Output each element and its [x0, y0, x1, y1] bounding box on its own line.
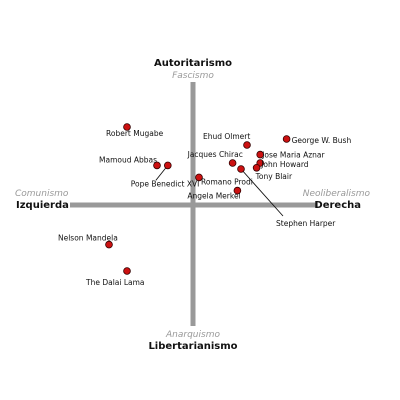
data-point-jose-maria-aznar	[256, 150, 265, 159]
point-label-the-dalai-lama: The Dalai Lama	[85, 278, 145, 287]
data-point-robert-mugabe	[123, 123, 131, 131]
point-label-pope-benedict-xvi: Pope Benedict XVI	[131, 179, 200, 188]
point-label-tony-blair: Tony Blair	[255, 172, 293, 181]
point-label-nelson-mandela: Nelson Mandela	[58, 234, 118, 243]
data-point-romano-prodi	[195, 173, 203, 182]
axis-sublabel-top: Fascismo	[172, 71, 214, 81]
axes	[70, 82, 318, 326]
data-point-angela-merkel	[233, 186, 242, 195]
point-label-jacques-chirac: Jacques Chirac	[187, 150, 243, 159]
data-point-the-dalai-lama	[123, 267, 131, 275]
axis-sublabel-right: Neoliberalismo	[303, 189, 371, 199]
data-point-tony-blair	[252, 164, 261, 172]
point-label-jose-maria-aznar: Jose Maria Aznar	[261, 151, 325, 160]
point-label-romano-prodi: Romano Prodi	[201, 177, 253, 186]
point-label-angela-merkel: Angela Merkel	[187, 192, 240, 201]
point-labels: Robert Mugabe Mamoud Abbas Pope Benedict X…	[58, 129, 351, 287]
leader-line-stephen-harper	[240, 168, 284, 217]
axis-label-right: Derecha	[314, 200, 361, 211]
data-point-pope-benedict-xvi	[164, 161, 172, 170]
axis-label-left: Izquierda	[16, 200, 69, 211]
point-label-john-howard: John Howard	[260, 160, 309, 169]
axis-label-bottom: Libertarianismo	[148, 341, 237, 352]
data-point-stephen-harper	[237, 165, 245, 173]
data-points	[105, 123, 291, 275]
data-point-jacques-chirac	[228, 159, 237, 167]
axis-label-top: Autoritarismo	[154, 58, 232, 69]
data-point-ehud-olmert	[243, 141, 251, 149]
point-label-ehud-olmert: Ehud Olmert	[203, 132, 250, 141]
point-label-robert-mugabe: Robert Mugabe	[106, 129, 164, 138]
data-point-george-w-bush	[282, 135, 291, 143]
data-point-nelson-mandela	[105, 240, 113, 249]
point-label-george-w-bush: George W. Bush	[292, 136, 352, 145]
axis-sublabel-bottom: Anarquismo	[165, 330, 220, 340]
point-label-mamoud-abbas: Mamoud Abbas	[99, 155, 157, 164]
data-point-mamoud-abbas	[153, 161, 161, 170]
axis-sublabel-left: Comunismo	[15, 189, 69, 199]
point-label-stephen-harper: Stephen Harper	[276, 219, 336, 228]
